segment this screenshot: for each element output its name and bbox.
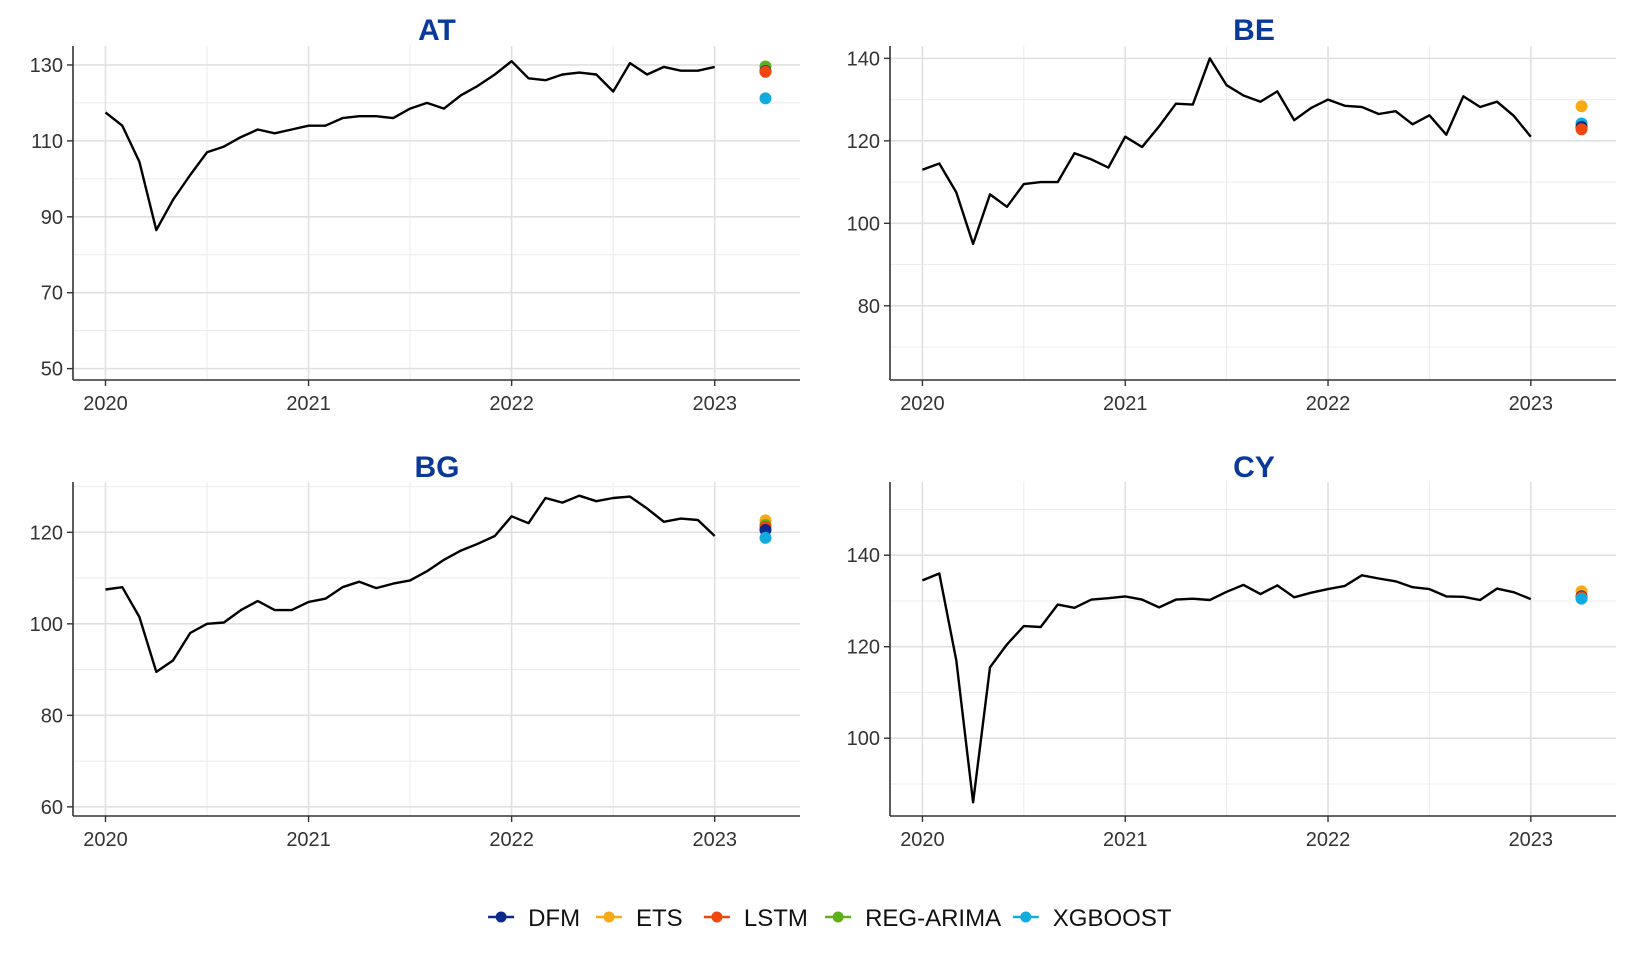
y-tick-label: 120 bbox=[847, 637, 880, 659]
series-line bbox=[104, 60, 715, 232]
forecast-point-lstm bbox=[759, 65, 772, 78]
y-tick-label: 120 bbox=[30, 522, 63, 544]
panel-title: BE bbox=[1233, 14, 1275, 47]
y-tick-label: 140 bbox=[847, 48, 880, 70]
legend-item-xgboost: XGBOOST bbox=[1012, 905, 1172, 932]
legend-key-point bbox=[711, 911, 723, 923]
y-tick-label: 140 bbox=[847, 545, 880, 567]
y-tick-label: 110 bbox=[31, 131, 63, 153]
y-tick-label: 90 bbox=[41, 207, 63, 229]
forecast-point-xgboost bbox=[1575, 592, 1588, 605]
x-tick-label: 2023 bbox=[1509, 829, 1554, 851]
panel-be: 80 100 120 140 2020 2021 2022 2023 BE bbox=[847, 14, 1616, 415]
legend-label: REG-ARIMA bbox=[865, 905, 1001, 932]
x-tick-label: 2023 bbox=[1509, 393, 1554, 415]
y-tick-label: 60 bbox=[41, 797, 63, 819]
x-tick-label: 2021 bbox=[286, 829, 331, 851]
forecast-point-xgboost bbox=[759, 92, 772, 105]
y-tick-label: 50 bbox=[41, 359, 63, 381]
y-tick-label: 80 bbox=[41, 705, 63, 727]
chart-panels: 50 70 90 110 130 2020 2021 2022 2023 AT 80 100 120 14… bbox=[30, 14, 1616, 851]
legend-key-point bbox=[832, 911, 844, 923]
legend: DFM ETS LSTM REG-ARIMA XGBOOST bbox=[488, 905, 1172, 932]
series-line bbox=[921, 57, 1532, 246]
series-line bbox=[921, 572, 1532, 804]
forecast-point-ets bbox=[1575, 100, 1588, 113]
x-tick-label: 2021 bbox=[1103, 393, 1148, 415]
y-tick-label: 80 bbox=[858, 296, 880, 318]
legend-key-point bbox=[495, 911, 507, 923]
legend-item-dfm: DFM bbox=[488, 905, 580, 932]
forecast-point-lstm bbox=[1575, 123, 1588, 136]
gridlines bbox=[73, 482, 800, 816]
legend-key-point bbox=[603, 911, 615, 923]
panel-title: CY bbox=[1233, 451, 1275, 484]
series-line bbox=[105, 494, 716, 674]
x-tick-label: 2021 bbox=[1103, 829, 1148, 851]
panel-bg: 60 80 100 120 2020 2021 2022 2023 BG bbox=[30, 451, 800, 851]
y-tick-label: 100 bbox=[847, 728, 880, 750]
panel-title: AT bbox=[418, 14, 456, 47]
x-tick-label: 2023 bbox=[692, 393, 737, 415]
x-tick-label: 2022 bbox=[489, 393, 534, 415]
gridlines bbox=[890, 46, 1616, 380]
x-tick-label: 2021 bbox=[286, 393, 331, 415]
legend-item-reg-arima: REG-ARIMA bbox=[825, 905, 1001, 932]
legend-key-point bbox=[1020, 911, 1032, 923]
x-tick-label: 2020 bbox=[900, 829, 945, 851]
y-tick-label: 70 bbox=[41, 283, 63, 305]
x-tick-label: 2022 bbox=[1306, 829, 1351, 851]
y-tick-label: 120 bbox=[847, 131, 880, 153]
legend-label: DFM bbox=[528, 905, 580, 932]
panel-cy: 100 120 140 2020 2021 2022 2023 CY bbox=[847, 451, 1616, 851]
x-tick-label: 2020 bbox=[83, 393, 128, 415]
panel-at: 50 70 90 110 130 2020 2021 2022 2023 AT bbox=[30, 14, 800, 415]
y-tick-label: 100 bbox=[847, 213, 880, 235]
y-tick-label: 130 bbox=[30, 55, 63, 77]
x-tick-label: 2022 bbox=[489, 829, 534, 851]
x-tick-label: 2023 bbox=[692, 829, 737, 851]
legend-item-ets: ETS bbox=[596, 905, 683, 932]
forecast-point-xgboost bbox=[759, 531, 772, 544]
gridlines bbox=[890, 482, 1616, 816]
x-tick-label: 2020 bbox=[900, 393, 945, 415]
legend-label: LSTM bbox=[744, 905, 808, 932]
legend-label: ETS bbox=[636, 905, 683, 932]
gridlines bbox=[73, 46, 800, 380]
y-tick-label: 100 bbox=[30, 614, 63, 636]
x-tick-label: 2020 bbox=[83, 829, 128, 851]
panel-title: BG bbox=[415, 451, 460, 484]
legend-item-lstm: LSTM bbox=[703, 905, 808, 932]
legend-label: XGBOOST bbox=[1053, 905, 1172, 932]
x-tick-label: 2022 bbox=[1306, 393, 1351, 415]
